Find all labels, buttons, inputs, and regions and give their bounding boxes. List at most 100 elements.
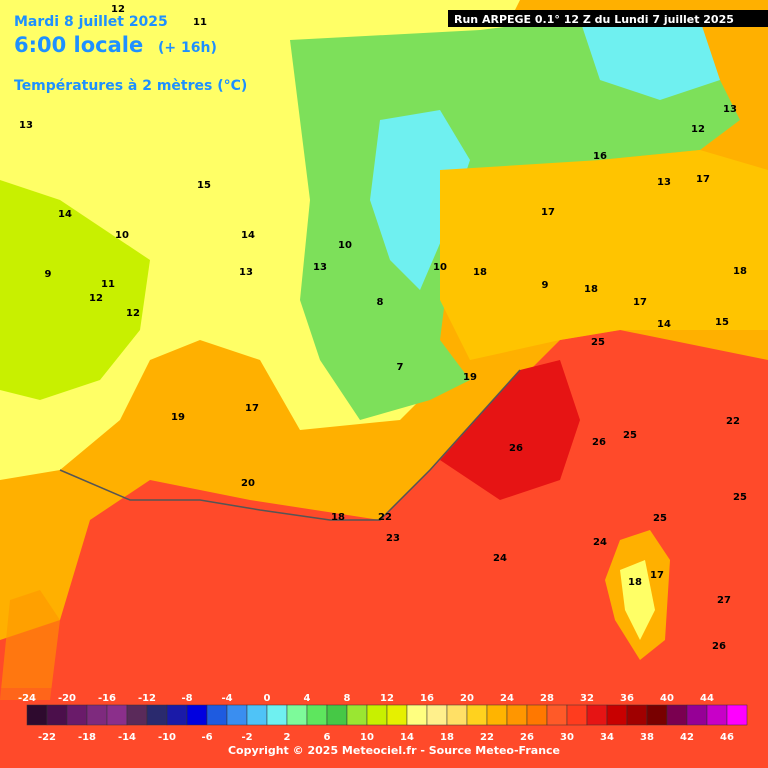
temperature-label: 19 [463,372,477,383]
colorbar-label: 24 [500,693,514,704]
colorbar-swatch [306,704,328,726]
colorbar-background [0,688,768,768]
colorbar-label: 44 [700,693,714,704]
colorbar-swatch [106,704,128,726]
colorbar-swatch [606,704,628,726]
temperature-label: 13 [19,120,33,131]
colorbar-swatch [386,704,408,726]
temperature-label: 25 [623,430,637,441]
colorbar-label: 32 [580,693,594,704]
colorbar-swatch [146,704,168,726]
temperature-label: 22 [378,512,392,523]
colorbar-swatch [366,704,388,726]
temperature-label: 12 [111,4,125,15]
colorbar-label: 36 [620,693,634,704]
colorbar-label: -4 [221,693,232,704]
temperature-label: 10 [115,230,129,241]
colorbar-swatch [86,704,108,726]
colorbar-swatch [286,704,308,726]
colorbar-label: 2 [284,732,291,743]
colorbar-swatch [126,704,148,726]
temperature-label: 24 [493,553,507,564]
temperature-label: 18 [628,577,642,588]
colorbar-swatch [486,704,508,726]
temperature-label: 17 [541,207,555,218]
temperature-label: 9 [542,280,549,291]
colorbar-swatch [526,704,548,726]
temperature-label: 26 [592,437,606,448]
colorbar-label: 26 [520,732,534,743]
colorbar-label: 42 [680,732,694,743]
colorbar-swatch [506,704,528,726]
alps-east-cold [580,20,720,100]
temperature-label: 8 [377,297,384,308]
colorbar-label: 14 [400,732,414,743]
colorbar-label: 28 [540,693,554,704]
colorbar-label: -6 [201,732,212,743]
colorbar-label: 30 [560,732,574,743]
temperature-label: 23 [386,533,400,544]
colorbar-swatch [666,704,688,726]
colorbar-label: 16 [420,693,434,704]
temperature-label: 25 [591,337,605,348]
coastline [59,369,521,521]
temperature-label: 25 [653,513,667,524]
colorbar-label: -12 [138,693,156,704]
colorbar: -24-22-20-18-16-14-12-10-8-6-4-202468101… [0,688,768,768]
colorbar-swatch [206,704,228,726]
colorbar-swatch [266,704,288,726]
time: 6:00 locale [14,33,143,57]
colorbar-label: -16 [98,693,116,704]
temperature-label: 10 [338,240,352,251]
temperature-label: 12 [89,293,103,304]
colorbar-swatch [186,704,208,726]
colorbar-label: 8 [344,693,351,704]
colorbar-label: 0 [264,693,271,704]
colorbar-label: 22 [480,732,494,743]
temperature-label: 26 [712,641,726,652]
colorbar-swatch [226,704,248,726]
colorbar-label: -20 [58,693,76,704]
colorbar-label: 12 [380,693,394,704]
temperature-label: 22 [726,416,740,427]
temperature-label: 17 [696,174,710,185]
temperature-label: 12 [691,124,705,135]
colorbar-swatch [426,704,448,726]
temperature-label: 11 [193,17,207,28]
temperature-label: 18 [331,512,345,523]
colorbar-label: 40 [660,693,674,704]
colorbar-swatch [706,704,728,726]
temperature-label: 14 [657,319,671,330]
temperature-label: 18 [473,267,487,278]
alps-cold [370,110,470,290]
colorbar-label: 4 [304,693,311,704]
colorbar-label: -8 [181,693,192,704]
colorbar-swatch [626,704,648,726]
temperature-label: 9 [45,269,52,280]
temperature-label: 14 [241,230,255,241]
sea-hot [440,360,580,500]
temperature-label: 14 [58,209,72,220]
temperature-label: 17 [245,403,259,414]
colorbar-label: -22 [38,732,56,743]
temperature-label: 13 [313,262,327,273]
colorbar-label: 20 [460,693,474,704]
colorbar-swatch [726,704,748,726]
colorbar-label: -2 [241,732,252,743]
colorbar-label: -18 [78,732,96,743]
colorbar-swatch [246,704,268,726]
temperature-label: 13 [239,267,253,278]
colorbar-swatch [546,704,568,726]
po-valley [440,150,768,360]
colorbar-label: 46 [720,732,734,743]
temperature-label: 15 [715,317,729,328]
temperature-label: 16 [593,151,607,162]
colorbar-label: 38 [640,732,654,743]
temperature-label: 10 [433,262,447,273]
variable: Températures à 2 mètres (°C) [14,78,247,94]
temperature-label: 12 [126,308,140,319]
temperature-label: 19 [171,412,185,423]
colorbar-label: 34 [600,732,614,743]
